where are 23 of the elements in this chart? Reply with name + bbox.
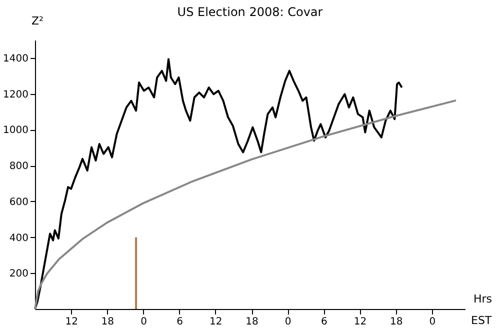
y-tick-label: 1400 — [3, 53, 28, 64]
chart-title: US Election 2008: Covar — [177, 5, 323, 19]
x-axis-title: Hrs — [474, 292, 492, 306]
y-tick-label: 400 — [9, 232, 28, 244]
y-tick-label: 200 — [9, 268, 28, 280]
x-tick-label: 18 — [246, 316, 258, 328]
x-tick-label: 0 — [140, 316, 147, 328]
x-tick-label: 12 — [210, 316, 222, 328]
x-tick-label: 18 — [390, 316, 403, 328]
line-series — [34, 99, 457, 310]
x-tick-label: 6 — [176, 316, 184, 328]
y-tick-label: 600 — [9, 196, 28, 208]
y-tick-label: 1000 — [3, 125, 28, 136]
x-tick-label: 12 — [65, 316, 78, 328]
x-tick-label: 6 — [320, 316, 328, 328]
x-tick-label: 0 — [429, 316, 436, 328]
x-tick-label: 0 — [284, 316, 292, 328]
y-axis-title: Z² — [32, 14, 44, 28]
y-tick-label: 800 — [9, 161, 28, 172]
x-tick-label: 12 — [354, 316, 367, 328]
text: EST — [471, 314, 492, 327]
y-tick-label: 1200 — [3, 89, 28, 100]
x-tick-label: 18 — [101, 316, 114, 328]
